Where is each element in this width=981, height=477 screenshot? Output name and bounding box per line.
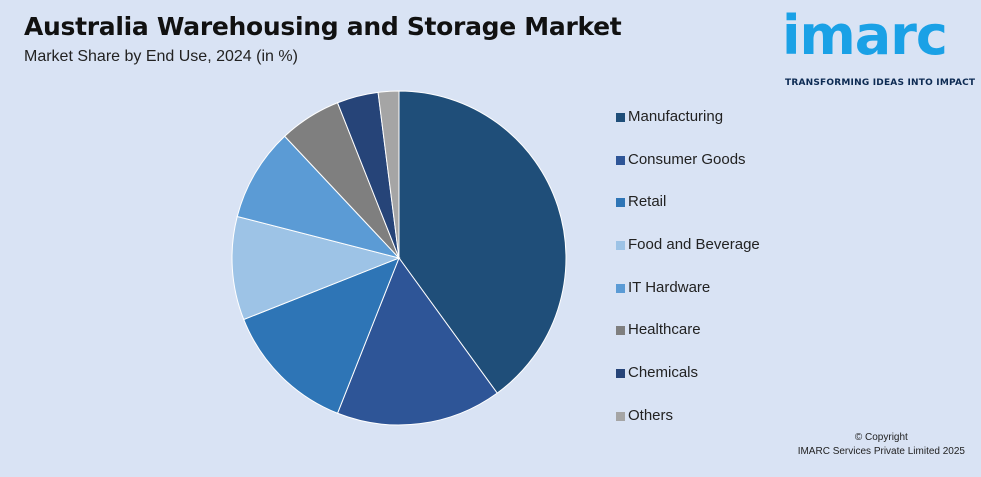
legend-swatch [616, 113, 625, 122]
logo-tagline: TRANSFORMING IDEAS INTO IMPACT [785, 78, 976, 88]
legend-swatch [616, 155, 625, 165]
legend-swatch [616, 369, 625, 379]
legend-item-healthcare: Healthcare [616, 321, 760, 364]
legend-item-chemicals: Chemicals [616, 364, 760, 407]
legend-swatch [616, 241, 625, 251]
copyright-line-2: IMARC Services Private Limited 2025 [797, 446, 965, 457]
copyright-notice: © Copyright IMARC Services Private Limit… [798, 431, 965, 459]
legend-swatch [616, 411, 625, 421]
legend-item-others: Others [616, 407, 760, 450]
legend-swatch [616, 283, 625, 293]
legend-item-it-hardware: IT Hardware [616, 279, 760, 322]
legend-label: Food and Beverage [628, 236, 760, 254]
legend-item-consumer-goods: Consumer Goods [616, 151, 760, 194]
legend-item-manufacturing: Manufacturing [616, 108, 760, 151]
chart-subtitle: Market Share by End Use, 2024 (in %) [24, 48, 298, 65]
legend-label: Others [628, 406, 674, 424]
imarc-logo: imarc TRANSFORMING IDEAS INTO IMPACT [780, 4, 976, 92]
pie-slice-consumer-goods [336, 256, 498, 426]
pie-slice-manufacturing [398, 90, 567, 394]
legend-item-retail: Retail [616, 193, 760, 236]
legend-swatch [616, 326, 625, 336]
chart-legend: Manufacturing Consumer Goods Retail Food an… [616, 108, 760, 450]
legend-label: IT Hardware [628, 278, 711, 296]
legend-item-food-and-beverage: Food and Beverage [616, 236, 760, 279]
pie-slice-it-hardware [236, 135, 401, 259]
legend-label: Manufacturing [628, 108, 724, 125]
legend-swatch [616, 198, 625, 208]
pie-slice-others [377, 90, 400, 259]
chart-title: Australia Warehousing and Storage Market [24, 12, 622, 41]
legend-label: Chemicals [628, 364, 699, 382]
logo-wordmark: imarc [782, 4, 948, 67]
legend-label: Consumer Goods [628, 150, 746, 168]
pie-slice-food-and-beverage [231, 215, 401, 321]
pie-slice-retail [243, 257, 400, 414]
legend-label: Healthcare [628, 321, 701, 339]
legend-label: Retail [628, 193, 667, 211]
copyright-line-1: © Copyright [854, 432, 908, 443]
